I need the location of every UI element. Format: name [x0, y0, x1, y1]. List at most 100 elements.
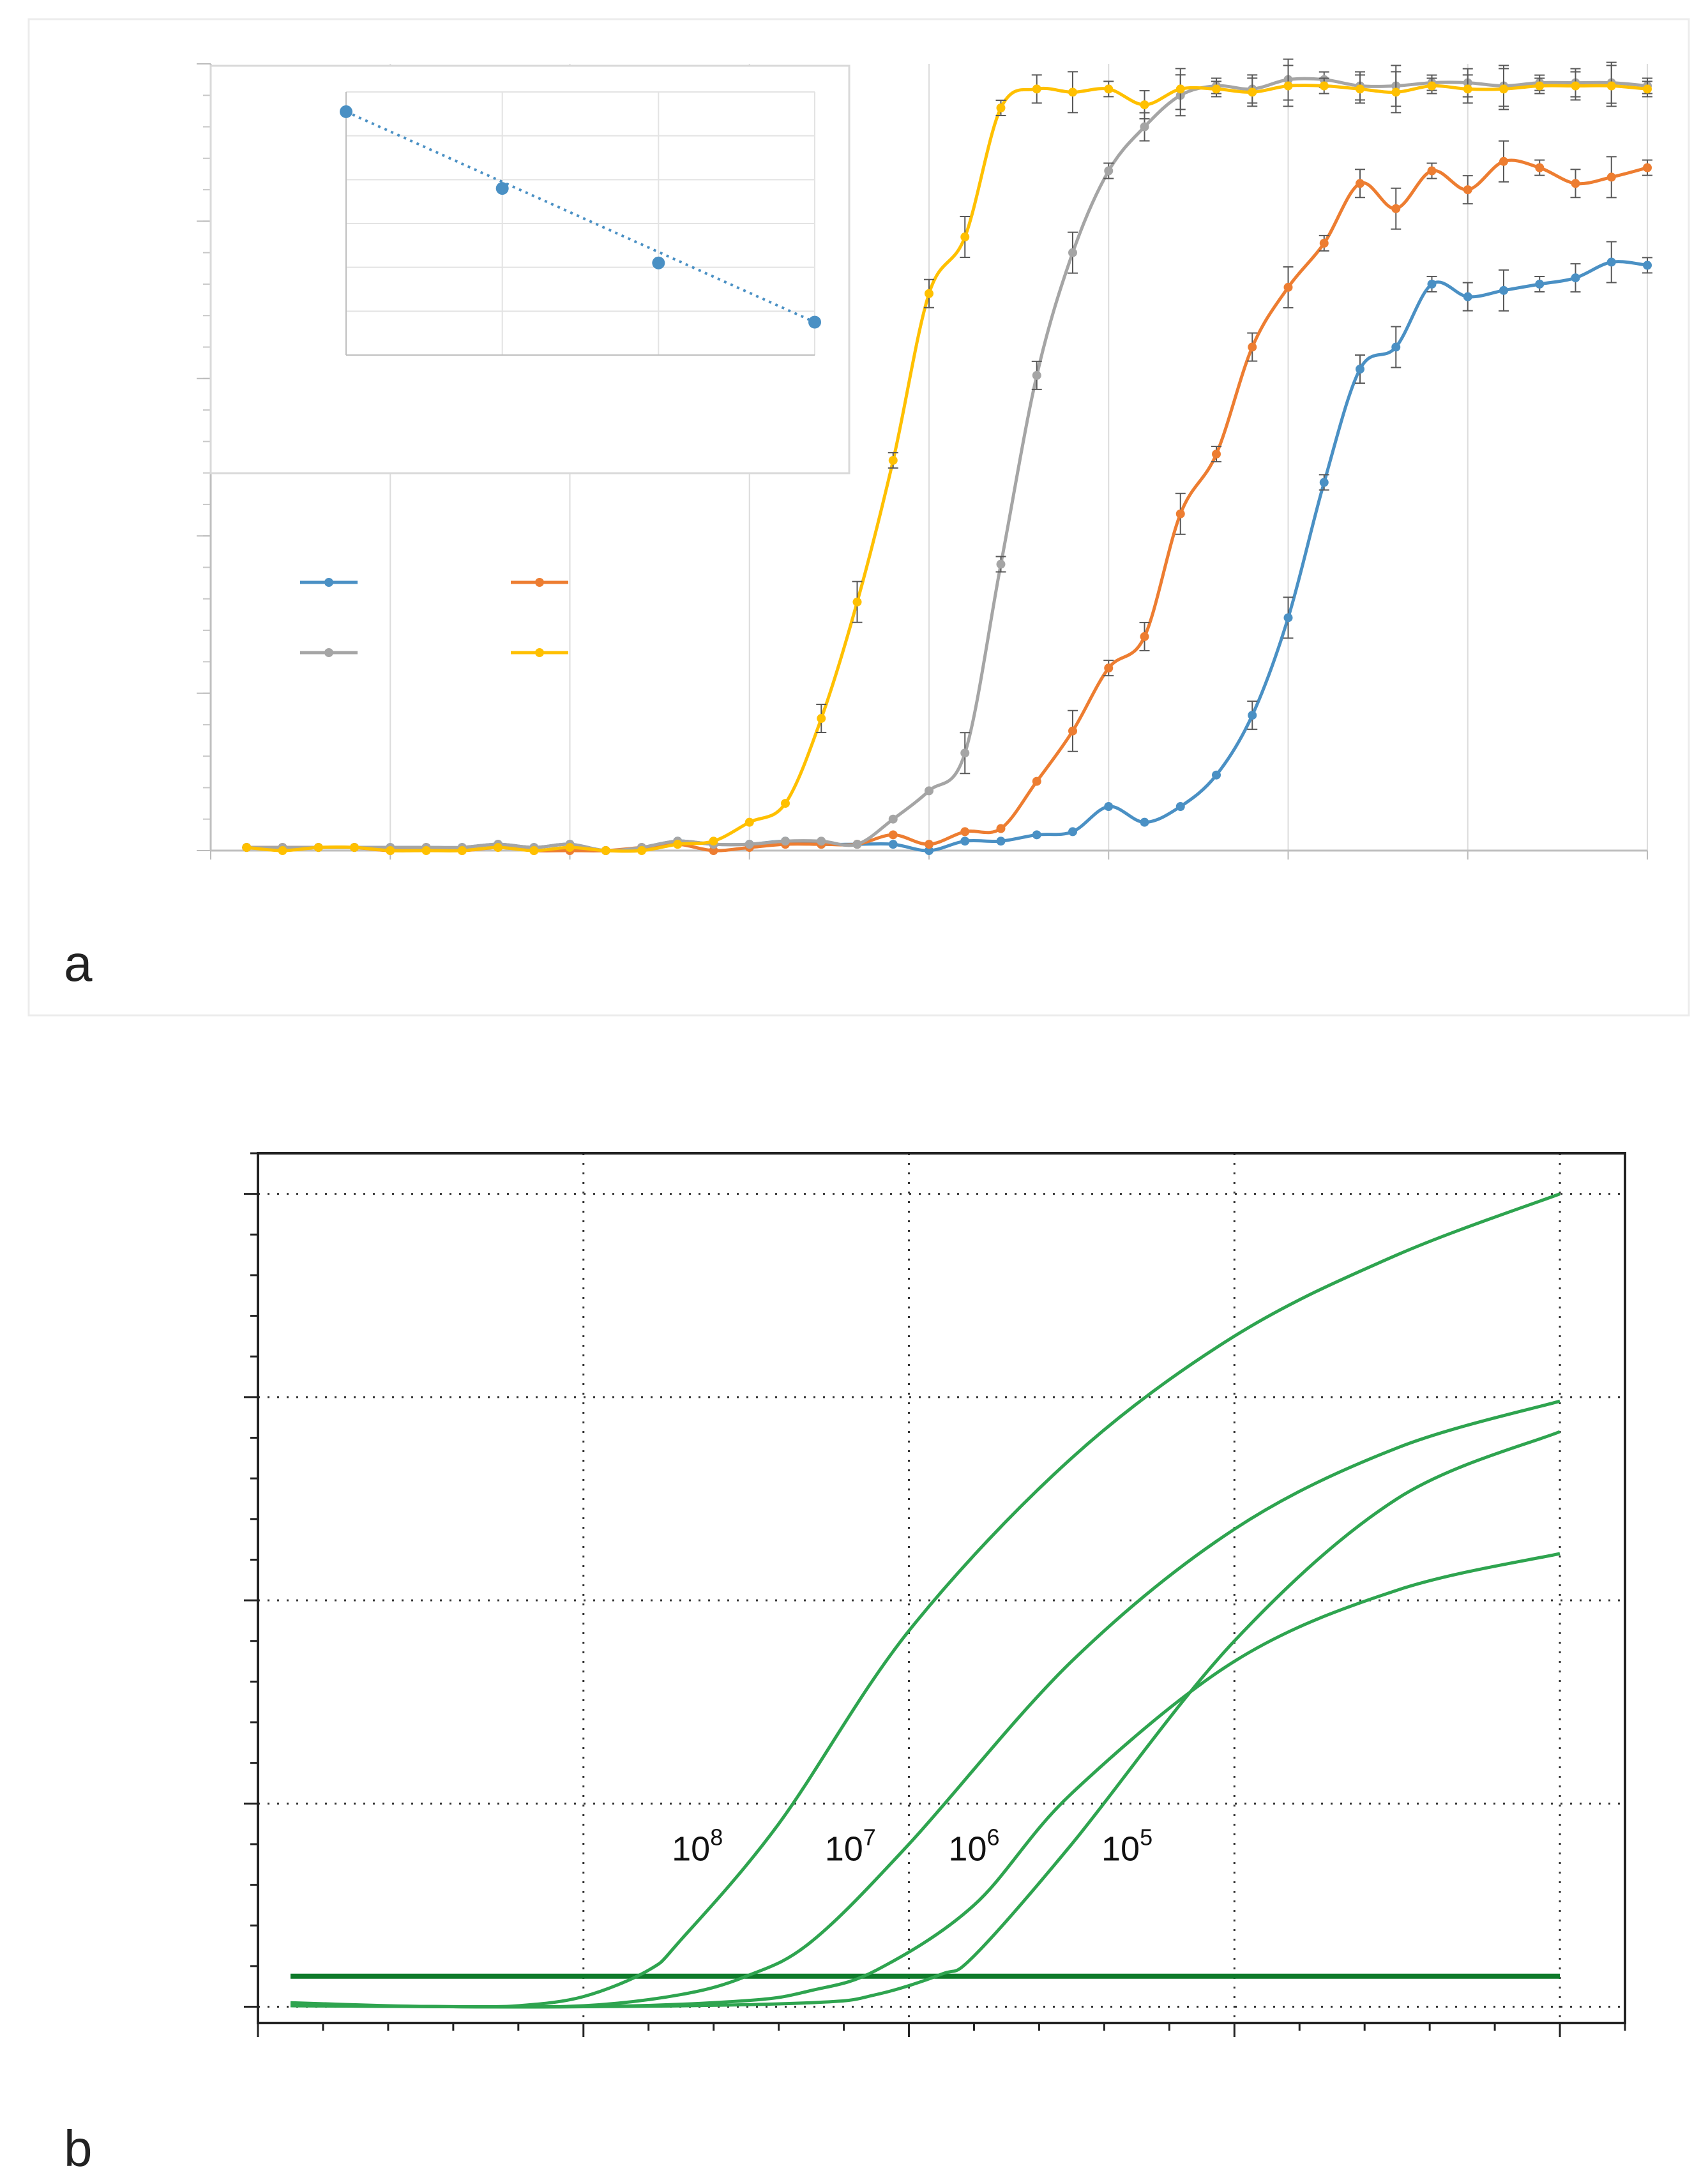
legend-marker: [324, 578, 333, 587]
amplification-curve-3: [290, 1430, 1561, 2009]
data-point: [709, 846, 718, 855]
legend: [300, 578, 568, 657]
data-point: [242, 843, 252, 852]
data-point: [494, 843, 503, 852]
data-point: [960, 232, 970, 242]
data-point: [601, 846, 610, 855]
legend-marker: [324, 648, 333, 657]
inset-data-point: [495, 182, 509, 195]
curve-label-1: 107: [825, 1824, 876, 1868]
data-point: [925, 289, 933, 298]
data-point: [1463, 84, 1472, 94]
curve-label-base: 10: [948, 1830, 986, 1868]
data-point: [1104, 802, 1114, 812]
data-point: [1140, 122, 1149, 132]
data-point: [817, 714, 826, 724]
data-point: [1068, 726, 1077, 736]
inset-trendline: [345, 110, 815, 324]
data-point: [1391, 204, 1401, 213]
data-point: [852, 840, 862, 849]
data-point: [925, 786, 933, 796]
plot-frame: [257, 1152, 1626, 2024]
data-point: [1356, 84, 1364, 94]
data-point: [1175, 802, 1185, 812]
data-point: [1463, 292, 1472, 301]
data-point: [1427, 279, 1437, 289]
data-point: [1175, 84, 1185, 94]
data-point: [817, 837, 826, 846]
data-point: [1463, 185, 1472, 195]
data-point: [1032, 370, 1041, 380]
panel-label-b: b: [64, 2120, 93, 2177]
data-point: [1248, 87, 1257, 97]
data-point: [888, 455, 898, 465]
data-point: [1212, 770, 1221, 780]
data-point: [1606, 172, 1616, 182]
data-point: [996, 103, 1006, 112]
curve-label-exponent: 7: [863, 1824, 876, 1850]
data-point: [960, 748, 970, 758]
data-point: [1643, 261, 1652, 270]
data-point: [350, 843, 359, 852]
amplification-curve-1: [290, 1399, 1561, 2009]
data-point: [1032, 84, 1041, 94]
data-point: [1140, 632, 1149, 641]
data-point: [1068, 827, 1077, 837]
inset-data-point: [340, 105, 352, 118]
data-point: [1391, 87, 1401, 97]
curve-label-base: 10: [1101, 1830, 1140, 1868]
data-point: [1606, 257, 1616, 267]
data-point: [1499, 285, 1508, 295]
series-3: [242, 64, 1652, 855]
data-point: [709, 837, 718, 846]
inset-chart: [209, 64, 850, 474]
data-point: [888, 840, 898, 849]
data-point: [1068, 87, 1077, 97]
curve-label-exponent: 5: [1140, 1824, 1153, 1850]
data-point: [1606, 81, 1616, 91]
data-point: [996, 559, 1006, 569]
data-point: [1283, 81, 1293, 91]
data-point: [1535, 163, 1545, 172]
data-point: [1535, 279, 1545, 289]
curve-label-base: 10: [825, 1830, 863, 1868]
data-point: [1643, 84, 1652, 94]
data-point: [781, 799, 790, 808]
data-point: [1283, 613, 1293, 623]
data-point: [1140, 817, 1149, 827]
data-point: [1248, 711, 1257, 720]
data-point: [1499, 84, 1508, 94]
data-point: [1104, 166, 1114, 176]
data-point: [1212, 84, 1221, 94]
data-point: [1068, 248, 1077, 257]
data-point: [529, 846, 539, 855]
data-point: [1140, 100, 1149, 110]
data-point: [1571, 179, 1580, 188]
data-point: [1319, 478, 1329, 487]
data-point: [1571, 273, 1580, 283]
data-point: [996, 837, 1006, 846]
panel-label-a: a: [64, 935, 93, 992]
legend-marker: [535, 648, 544, 657]
panel-b: 108 107 106 105: [244, 1152, 1626, 2037]
data-point: [278, 846, 287, 855]
inset-frame: [209, 64, 850, 474]
data-point: [1356, 179, 1364, 188]
data-point: [1104, 84, 1114, 94]
data-point: [565, 843, 575, 852]
curve-label-base: 10: [672, 1830, 710, 1868]
data-point: [1499, 156, 1508, 166]
data-point: [1535, 81, 1545, 91]
data-point: [314, 843, 323, 852]
data-point: [457, 846, 467, 855]
data-point: [852, 597, 862, 607]
data-point: [1212, 450, 1221, 459]
data-point: [996, 824, 1006, 833]
curve-label-2: 106: [948, 1824, 999, 1868]
data-point: [888, 814, 898, 824]
data-point: [1643, 163, 1652, 172]
data-point: [781, 837, 790, 846]
data-point: [1032, 777, 1041, 786]
data-point: [386, 846, 395, 855]
